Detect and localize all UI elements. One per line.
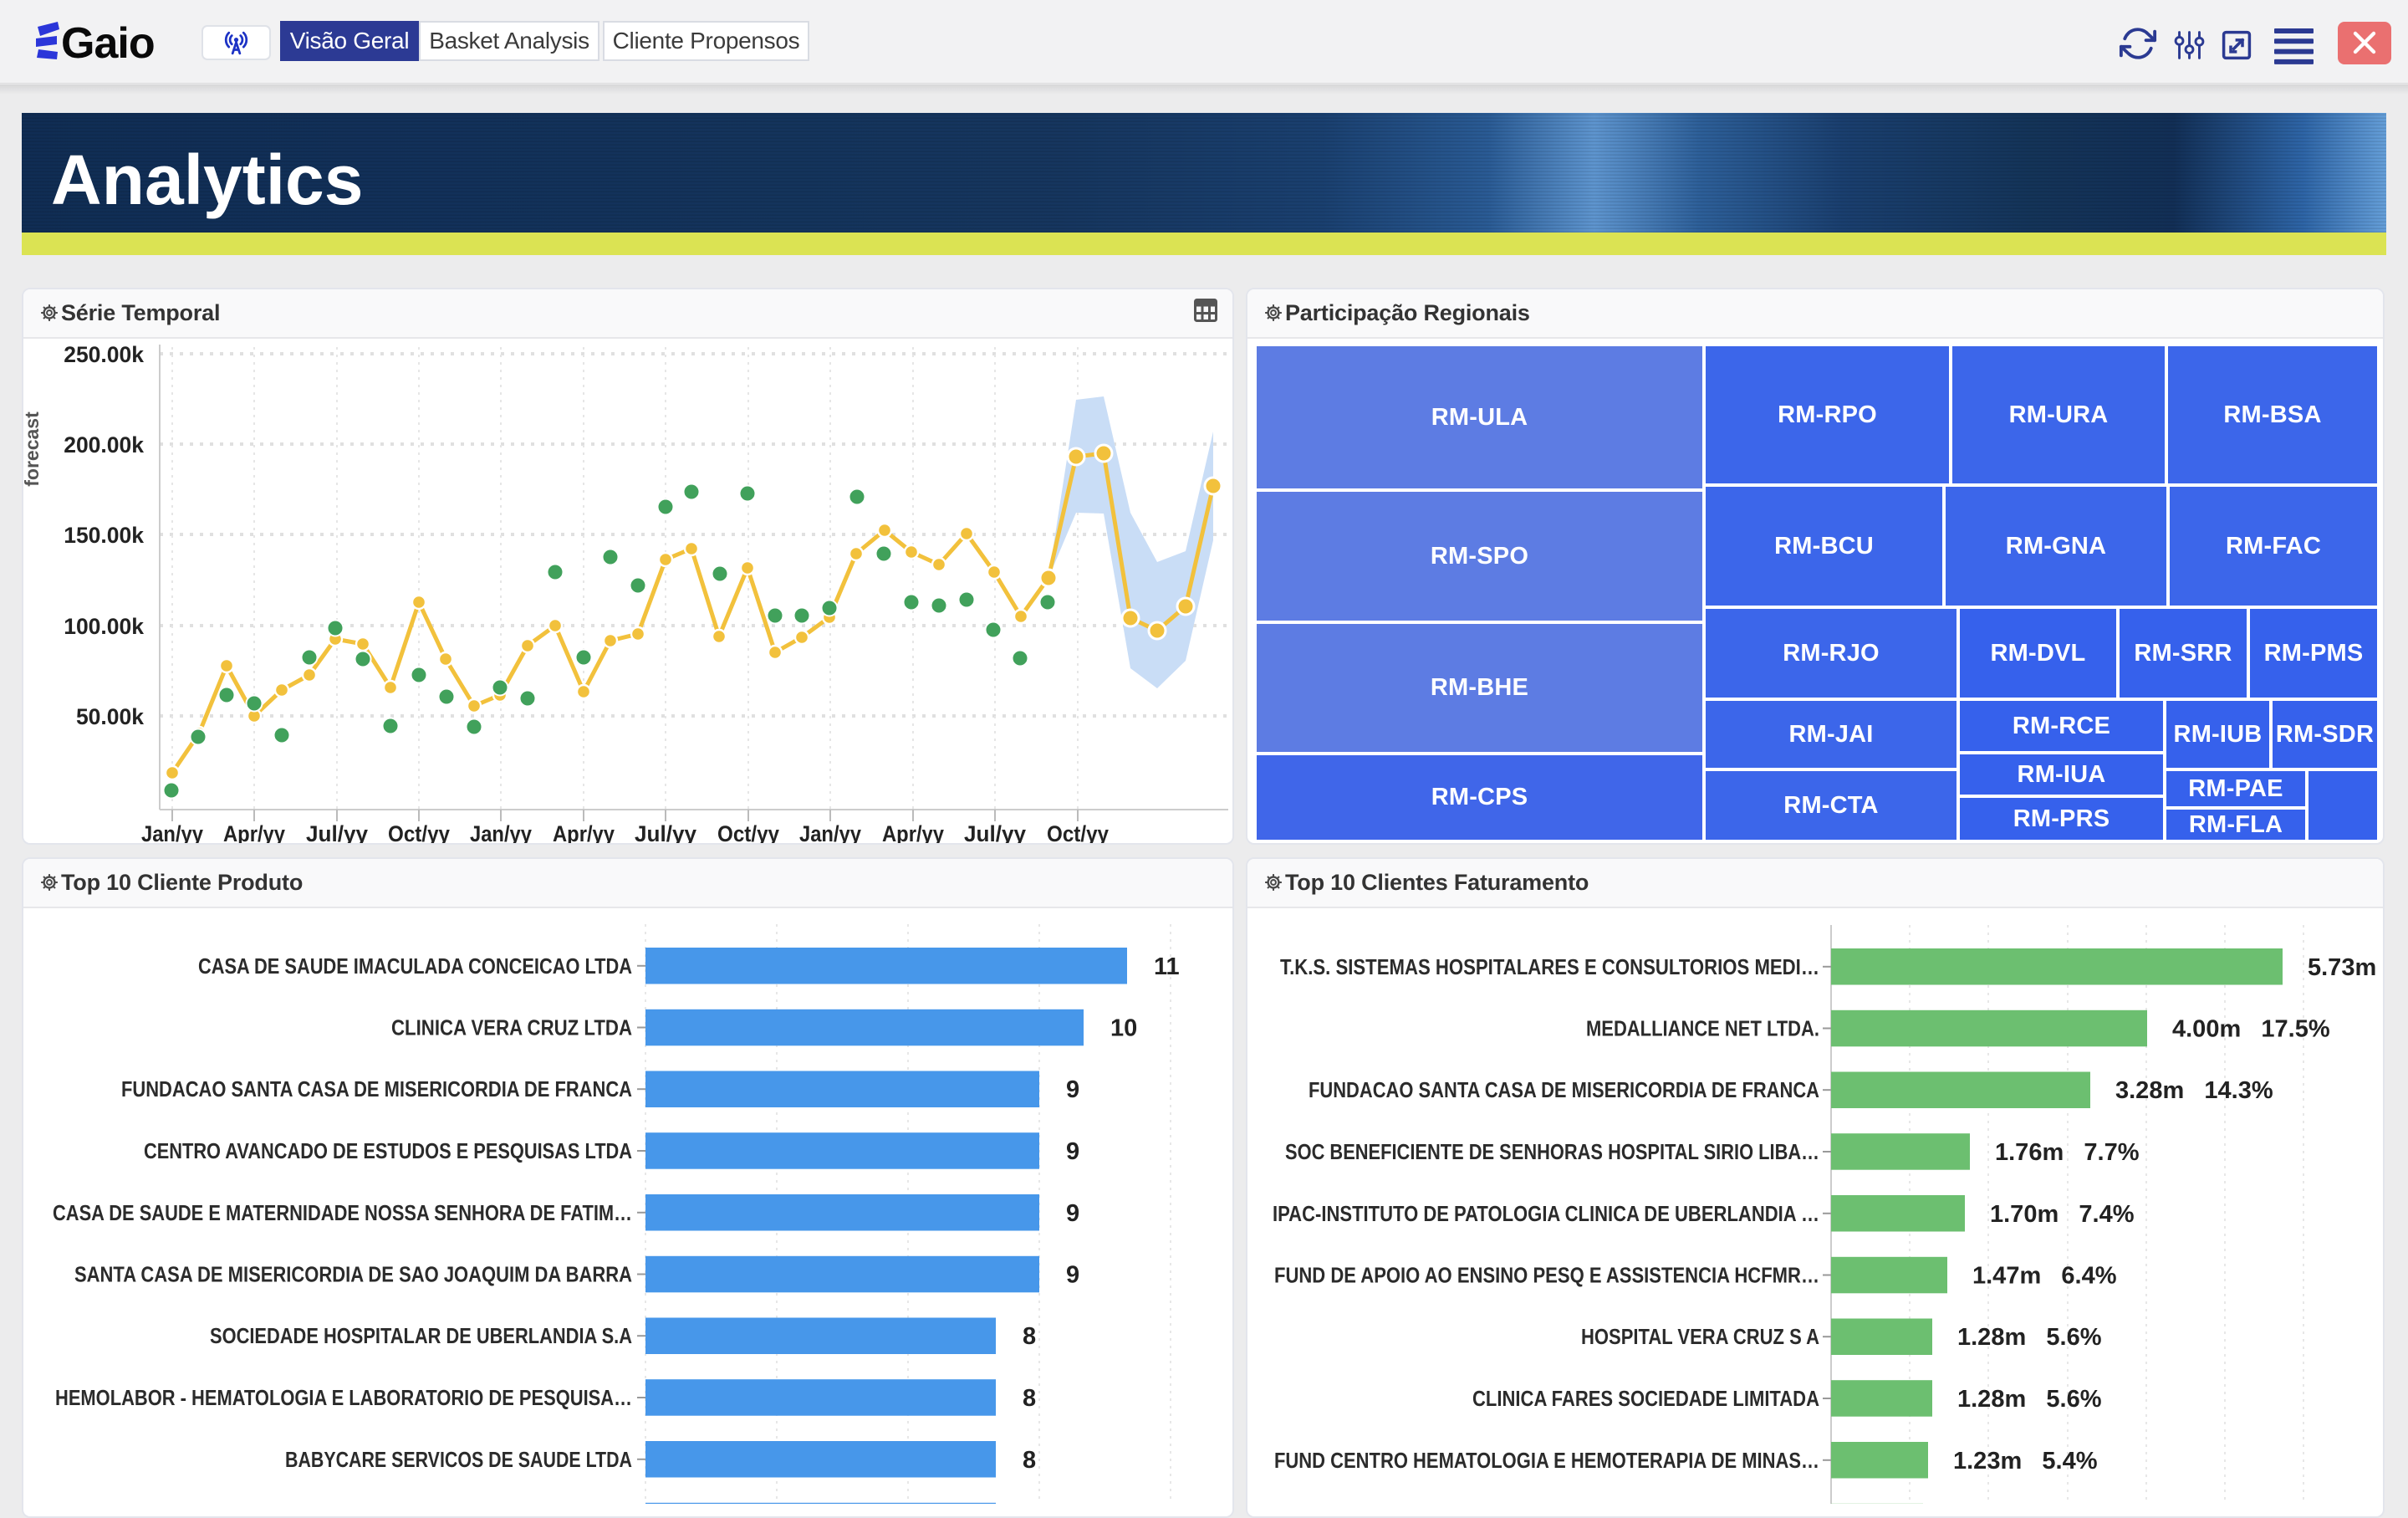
svg-text:Apr/yy: Apr/yy [553, 821, 615, 843]
svg-text:1.70m 7.4%: 1.70m 7.4% [1990, 1201, 2135, 1228]
svg-text:Apr/yy: Apr/yy [223, 821, 285, 843]
svg-text:Oct/yy: Oct/yy [717, 821, 779, 843]
svg-text:FUND CENTRO HEMATOLOGIA E HEMO: FUND CENTRO HEMATOLOGIA E HEMOTERAPIA DE… [1274, 1448, 1819, 1473]
svg-text:9: 9 [1066, 1076, 1079, 1103]
svg-text:1.28m 5.6%: 1.28m 5.6% [1957, 1386, 2102, 1413]
svg-text:FUNDACAO SANTA CASA DE MISERIC: FUNDACAO SANTA CASA DE MISERICORDIA DE F… [121, 1076, 632, 1101]
svg-text:CLINICA VERA CRUZ LTDA: CLINICA VERA CRUZ LTDA [391, 1015, 632, 1040]
svg-text:50.00k: 50.00k [76, 704, 144, 729]
svg-text:9: 9 [1066, 1262, 1079, 1289]
svg-text:MEDALLIANCE NET LTDA.: MEDALLIANCE NET LTDA. [1586, 1016, 1819, 1041]
svg-text:8: 8 [1023, 1323, 1036, 1350]
svg-text:3.28m 14.3%: 3.28m 14.3% [2115, 1077, 2273, 1104]
svg-text:Jan/yy: Jan/yy [141, 821, 203, 843]
svg-text:CENTRO AVANCADO DE ESTUDOS E P: CENTRO AVANCADO DE ESTUDOS E PESQUISAS L… [144, 1138, 632, 1163]
svg-text:Jan/yy: Jan/yy [799, 821, 861, 843]
svg-text:Jul/yy: Jul/yy [306, 821, 368, 843]
svg-text:Gaio: Gaio [61, 20, 155, 62]
svg-text:1.76m 7.7%: 1.76m 7.7% [1995, 1139, 2140, 1166]
svg-text:CLINICA FARES SOCIEDADE LIMITA: CLINICA FARES SOCIEDADE LIMITADA [1472, 1386, 1819, 1411]
svg-text:8: 8 [1023, 1385, 1036, 1412]
svg-text:150.00k: 150.00k [64, 523, 144, 548]
svg-text:SOC BENEFICIENTE DE SENHORAS H: SOC BENEFICIENTE DE SENHORAS HOSPITAL SI… [1285, 1139, 1819, 1164]
svg-text:Oct/yy: Oct/yy [388, 821, 450, 843]
svg-text:CASA DE SAUDE E MATERNIDADE NO: CASA DE SAUDE E MATERNIDADE NOSSA SENHOR… [53, 1200, 632, 1225]
svg-text:Apr/yy: Apr/yy [882, 821, 944, 843]
svg-text:9: 9 [1066, 1138, 1079, 1165]
svg-text:Jul/yy: Jul/yy [635, 821, 696, 843]
svg-text:200.00k: 200.00k [64, 432, 144, 457]
svg-text:100.00k: 100.00k [64, 614, 144, 639]
svg-text:9: 9 [1066, 1200, 1079, 1227]
svg-text:11: 11 [1154, 953, 1180, 980]
svg-text:8: 8 [1023, 1447, 1036, 1474]
svg-text:HEMOLABOR - HEMATOLOGIA E LABO: HEMOLABOR - HEMATOLOGIA E LABORATORIO DE… [55, 1385, 632, 1410]
svg-text:Oct/yy: Oct/yy [1047, 821, 1109, 843]
svg-text:4.00m 17.5%: 4.00m 17.5% [2172, 1016, 2330, 1043]
svg-text:250.00k: 250.00k [64, 342, 144, 367]
svg-text:FUND DE APOIO AO ENSINO PESQ E: FUND DE APOIO AO ENSINO PESQ E ASSISTENC… [1274, 1263, 1819, 1288]
svg-text:T.K.S. SISTEMAS HOSPITALARES E: T.K.S. SISTEMAS HOSPITALARES E CONSULTOR… [1280, 954, 1819, 979]
svg-text:HOSPITAL VERA CRUZ S A: HOSPITAL VERA CRUZ S A [1581, 1324, 1819, 1349]
svg-text:FUNDACAO SANTA CASA DE MISERIC: FUNDACAO SANTA CASA DE MISERICORDIA DE F… [1309, 1077, 1819, 1102]
svg-text:Jul/yy: Jul/yy [964, 821, 1026, 843]
svg-text:5.73m: 5.73m [2308, 954, 2376, 981]
svg-text:Jan/yy: Jan/yy [470, 821, 532, 843]
svg-text:SOCIEDADE HOSPITALAR DE UBERLA: SOCIEDADE HOSPITALAR DE UBERLANDIA S.A [210, 1323, 632, 1348]
svg-text:SANTA CASA DE MISERICORDIA DE: SANTA CASA DE MISERICORDIA DE SAO JOAQUI… [74, 1262, 632, 1287]
svg-text:1.47m 6.4%: 1.47m 6.4% [1972, 1263, 2117, 1290]
svg-text:1.28m 5.6%: 1.28m 5.6% [1957, 1324, 2102, 1351]
svg-text:CASA DE SAUDE IMACULADA CONCEI: CASA DE SAUDE IMACULADA CONCEICAO LTDA [198, 953, 632, 979]
svg-text:BABYCARE SERVICOS DE SAUDE LTD: BABYCARE SERVICOS DE SAUDE LTDA [285, 1447, 632, 1472]
svg-text:10: 10 [1110, 1015, 1137, 1042]
svg-text:1.23m 5.4%: 1.23m 5.4% [1953, 1448, 2098, 1475]
svg-text:forecast: forecast [23, 411, 43, 487]
svg-text:IPAC-INSTITUTO DE PATOLOGIA CL: IPAC-INSTITUTO DE PATOLOGIA CLINICA DE U… [1273, 1201, 1819, 1226]
